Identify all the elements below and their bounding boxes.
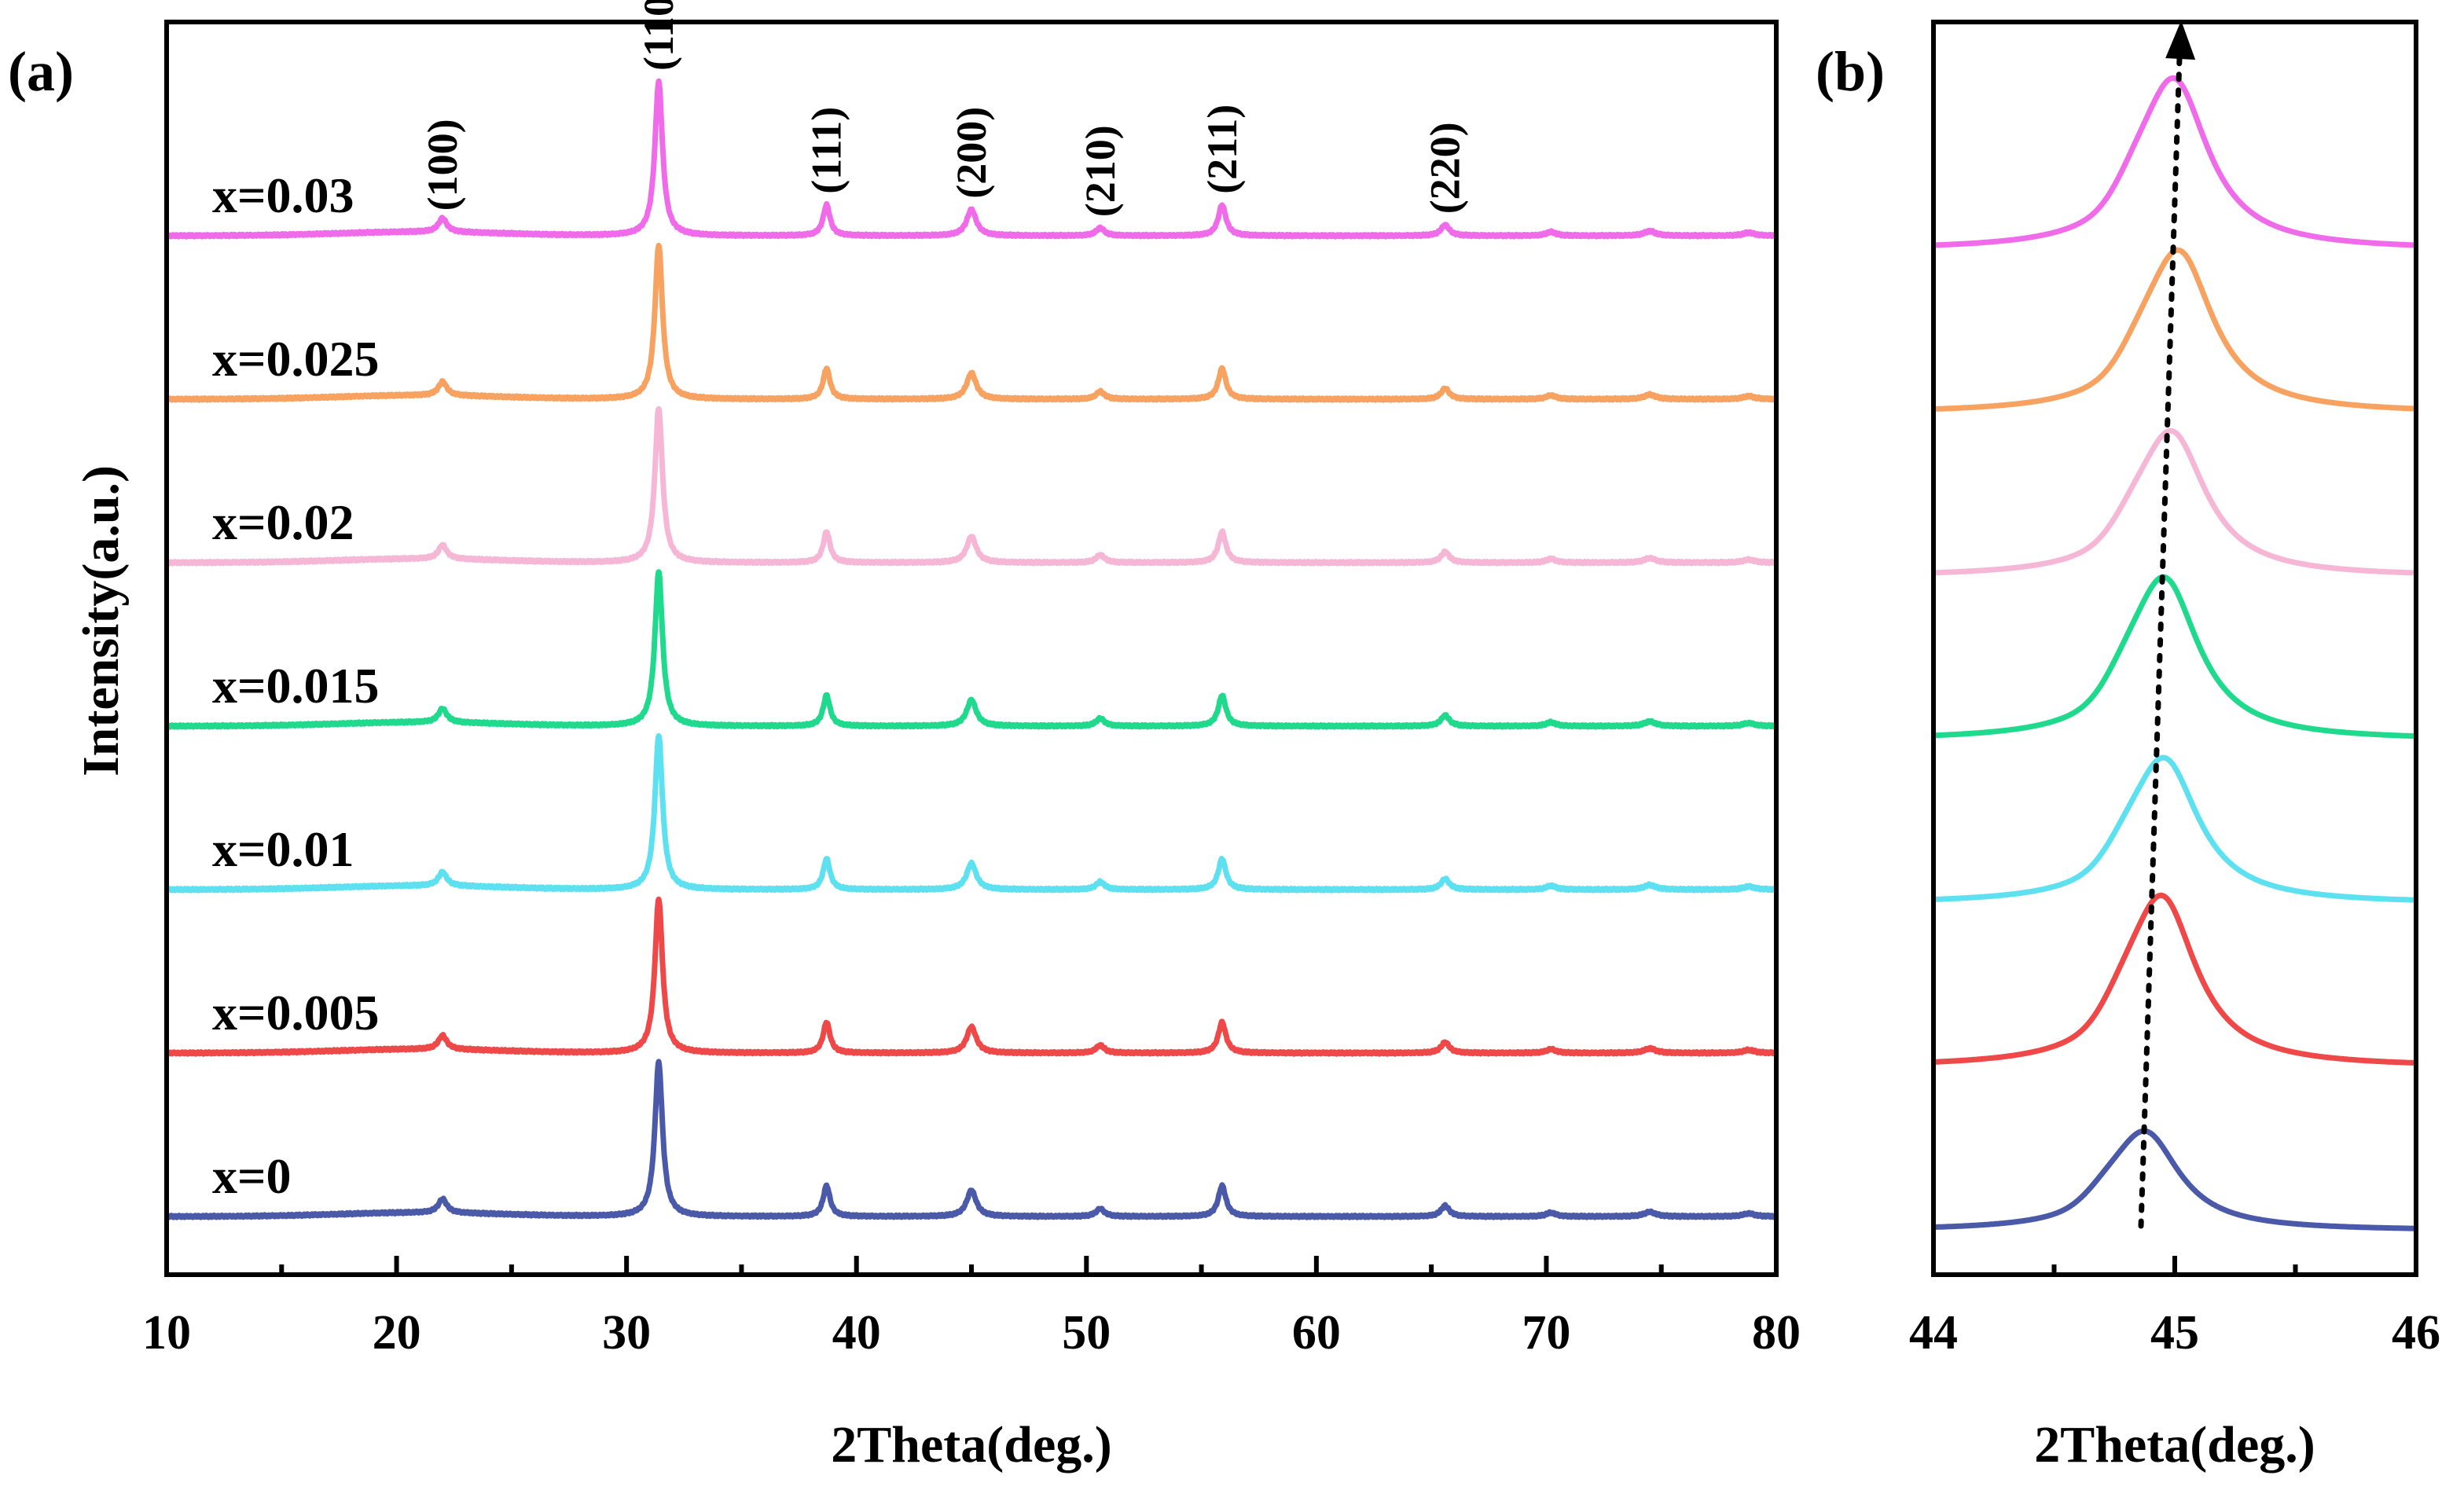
series-curve <box>1932 1128 2418 1231</box>
series-curve <box>163 896 1779 1057</box>
series-label: x=0 <box>212 1148 291 1204</box>
series-curve <box>1932 754 2418 903</box>
panel-a-y-axis-title: Intensity(a.u.) <box>72 465 130 776</box>
series-curve <box>1932 892 2418 1066</box>
series-label: x=0.025 <box>212 331 379 387</box>
x-tick-label: 70 <box>1522 1306 1570 1360</box>
peak-label: (100) <box>419 119 466 211</box>
x-tick-label: 30 <box>602 1306 651 1360</box>
x-tick-label: 20 <box>373 1306 421 1360</box>
panel-a-curves <box>163 78 1779 1220</box>
x-tick-label: 60 <box>1292 1306 1341 1360</box>
panel-a-label: (a) <box>8 40 74 103</box>
x-tick-label: 10 <box>142 1306 191 1360</box>
peak-label: (110) <box>635 0 682 71</box>
panel-b-frame <box>1931 20 2418 1277</box>
series-curve <box>1932 428 2418 576</box>
x-tick-label: 45 <box>2150 1306 2199 1360</box>
panel-b-x-ticks: 44 45 46 <box>1909 1256 2440 1360</box>
series-label: x=0.005 <box>212 985 379 1040</box>
peak-label: (210) <box>1077 125 1124 217</box>
x-tick-label: 46 <box>2392 1306 2440 1360</box>
series-curve <box>163 406 1779 567</box>
series-curve <box>164 78 1779 240</box>
x-tick-label: 40 <box>832 1306 881 1360</box>
panel-a-x-axis-title: 2Theta(deg.) <box>831 1416 1111 1473</box>
series-curve <box>1932 574 2418 739</box>
panel-a-peak-labels: (100) (110) (111) (200) (210) (211) (220) <box>419 0 1469 217</box>
peak-label: (111) <box>803 107 850 194</box>
series-curve <box>164 242 1779 403</box>
series-curve <box>1932 75 2418 248</box>
series-label: x=0.02 <box>212 494 354 550</box>
peak-label: (211) <box>1199 105 1246 194</box>
x-tick-label: 80 <box>1752 1306 1801 1360</box>
series-curve <box>164 732 1779 894</box>
x-tick-label: 50 <box>1062 1306 1111 1360</box>
series-curve <box>1932 247 2418 412</box>
peak-label: (220) <box>1422 122 1469 214</box>
x-tick-label: 44 <box>1909 1306 1958 1360</box>
trend-arrow-head <box>2165 20 2196 60</box>
series-label: x=0.01 <box>212 821 354 877</box>
panel-a-x-ticks: 10 20 30 40 50 60 70 80 <box>142 1256 1801 1360</box>
series-curve <box>164 1059 1779 1220</box>
series-label: x=0.015 <box>212 658 379 714</box>
panel-b: 44 45 46 (b) 2Theta(deg.) <box>1816 20 2440 1473</box>
panel-b-curves <box>1932 75 2418 1231</box>
panel-a-series-labels: x=0 x=0.005 x=0.01 x=0.015 x=0.02 x=0.025 x=0.… <box>212 167 379 1204</box>
panel-b-x-axis-title: 2Theta(deg.) <box>2034 1416 2315 1473</box>
series-label: x=0.03 <box>212 167 354 223</box>
panel-a: (100)(110)(111) (200) (210) (211) (220) x=0x… <box>8 0 1801 1473</box>
peak-label: (200) <box>948 107 995 199</box>
panel-b-label: (b) <box>1816 40 1885 103</box>
series-curve <box>163 569 1779 730</box>
trend-arrow-line <box>2138 52 2183 1229</box>
